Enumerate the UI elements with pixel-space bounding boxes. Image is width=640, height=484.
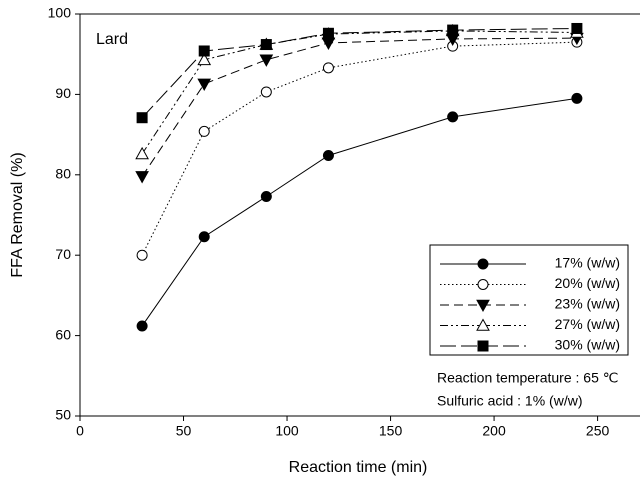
series-line	[141, 41, 577, 256]
x-tick-label: 250	[586, 423, 610, 439]
marker	[447, 111, 459, 123]
y-tick-label: 70	[55, 246, 71, 262]
marker	[135, 146, 149, 160]
plot-frame	[79, 13, 640, 417]
marker	[260, 86, 272, 98]
series-line	[141, 30, 577, 155]
marker	[259, 54, 274, 67]
y-tick-label: 60	[55, 326, 71, 342]
legend-box	[429, 244, 629, 356]
series-line	[141, 37, 577, 177]
marker	[322, 62, 334, 74]
y-tick-label: 90	[55, 85, 71, 101]
annotation: Reaction temperature : 65 ℃	[437, 370, 618, 386]
y-tick-label: 80	[55, 166, 71, 182]
marker	[260, 39, 272, 51]
marker	[197, 78, 212, 91]
series-line	[141, 27, 577, 119]
marker	[198, 231, 210, 243]
x-tick-label: 0	[76, 423, 84, 439]
x-tick-label: 50	[176, 423, 192, 439]
legend-marker	[477, 279, 489, 290]
annotation: Lard	[96, 31, 128, 48]
legend-marker	[477, 258, 489, 270]
legend-marker	[476, 299, 490, 313]
x-tick-label: 200	[482, 423, 506, 439]
legend-label: 27% (w/w)	[555, 316, 620, 332]
marker	[198, 125, 210, 137]
legend-label: 20% (w/w)	[555, 275, 620, 291]
marker	[136, 112, 148, 124]
legend-marker	[476, 318, 490, 331]
y-axis-title: FFA Removal (%)	[9, 152, 26, 277]
legend-label: 23% (w/w)	[555, 296, 620, 312]
series-line	[141, 97, 577, 327]
x-tick-label: 150	[379, 423, 403, 439]
marker	[136, 249, 148, 261]
legend-marker	[477, 340, 489, 352]
marker	[135, 171, 149, 184]
marker	[197, 52, 212, 66]
marker	[447, 24, 459, 36]
x-tick-label: 100	[275, 423, 299, 439]
legend-label: 30% (w/w)	[555, 337, 620, 353]
marker	[571, 92, 583, 104]
marker	[571, 22, 583, 34]
x-axis-title: Reaction time (min)	[289, 459, 428, 476]
marker	[322, 150, 334, 162]
legend-label: 17% (w/w)	[555, 255, 620, 271]
y-tick-label: 100	[48, 5, 72, 21]
marker	[260, 191, 272, 203]
y-tick-label: 50	[55, 407, 71, 423]
marker	[322, 27, 334, 39]
marker	[198, 45, 210, 57]
marker	[136, 320, 148, 332]
marker	[321, 37, 336, 50]
annotation: Sulfuric acid : 1% (w/w)	[437, 393, 582, 409]
